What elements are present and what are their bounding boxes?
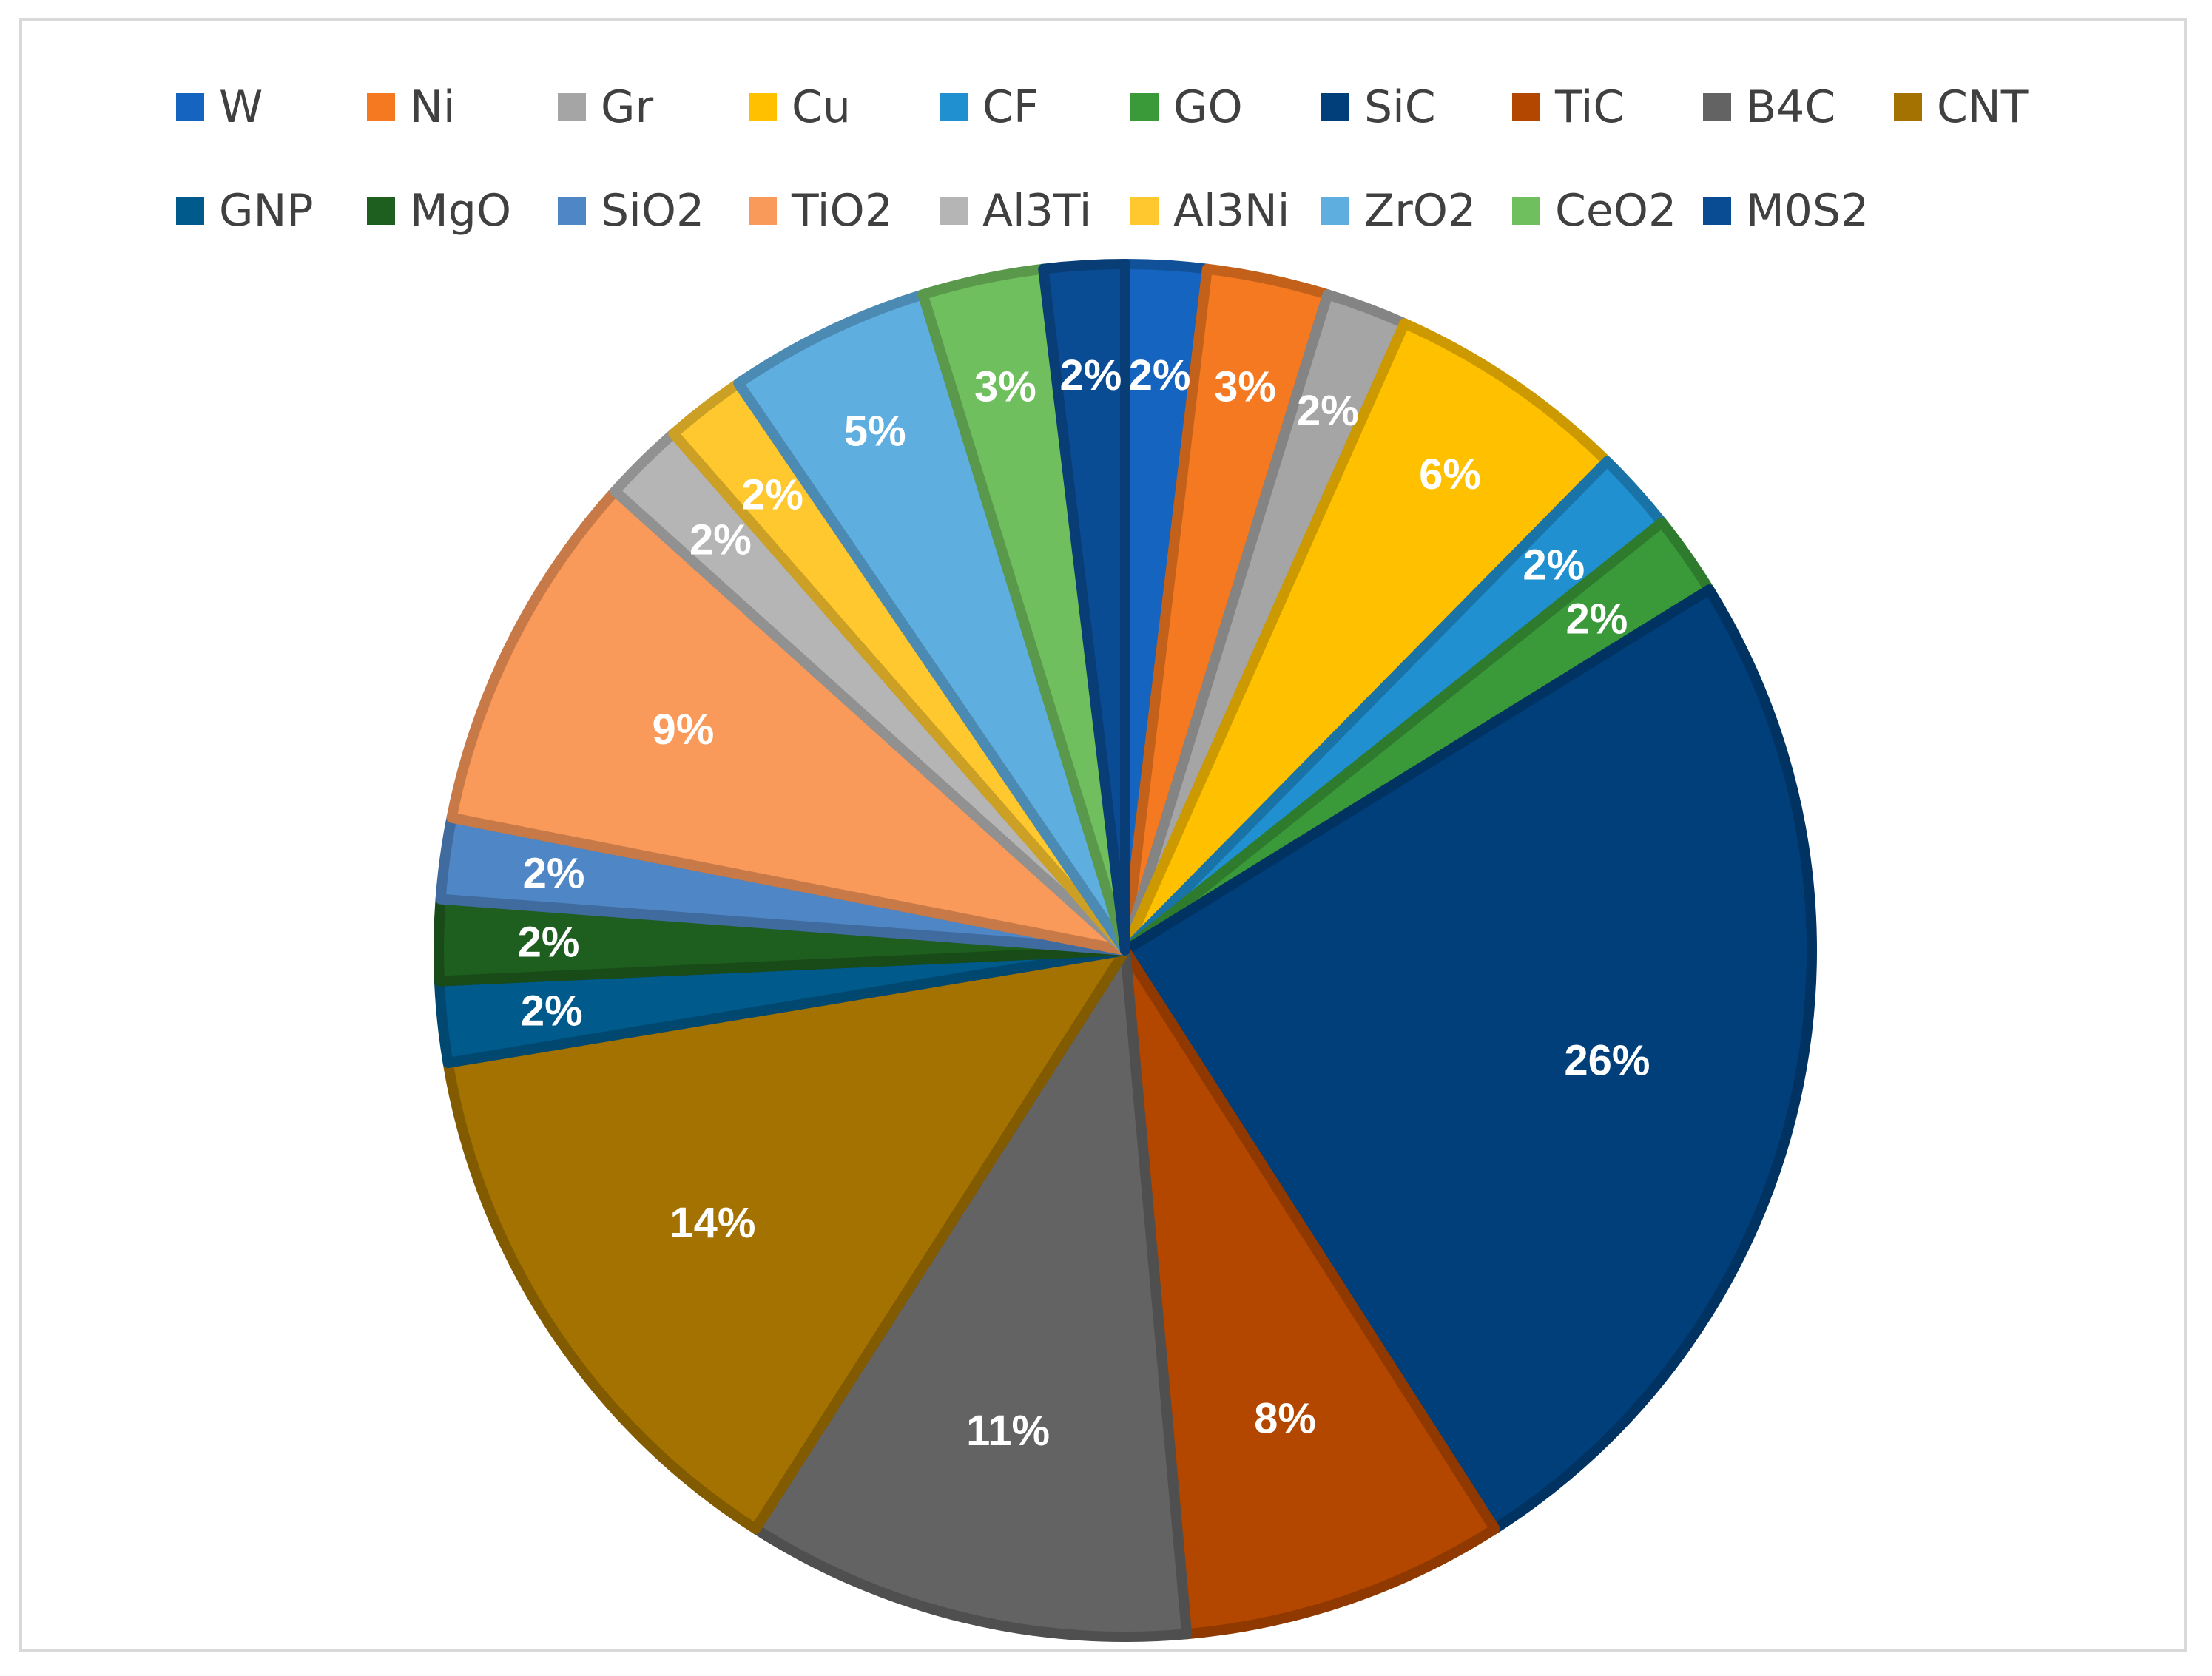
slice-label-al3ti: 2% <box>689 516 752 564</box>
legend-label: Gr <box>601 81 654 133</box>
legend-swatch <box>367 197 395 225</box>
legend-item-b4c: B4C <box>1703 78 1835 137</box>
legend-label: SiC <box>1364 81 1436 133</box>
legend-swatch <box>367 93 395 121</box>
legend-swatch <box>176 93 204 121</box>
pie-slice-cu <box>1120 318 1613 956</box>
legend-swatch <box>1703 93 1731 121</box>
legend-swatch <box>749 93 777 121</box>
legend-item-zro2: ZrO2 <box>1321 181 1476 240</box>
legend-label: MgO <box>410 185 512 237</box>
legend-label: Cu <box>792 81 851 133</box>
legend-item-w: W <box>176 78 263 137</box>
legend-label: TiC <box>1555 81 1625 133</box>
pie-slice-sic <box>1120 584 1817 1535</box>
legend-label: GNP <box>219 185 314 237</box>
pie-slice-cnt <box>442 945 1130 1535</box>
legend-item-al3ni: Al3Ni <box>1130 181 1289 240</box>
slice-label-cnt: 14% <box>670 1199 755 1247</box>
slice-label-ceo2: 3% <box>974 363 1036 411</box>
legend-swatch <box>1321 93 1349 121</box>
pie-slice-tic <box>1120 945 1500 1640</box>
slice-label-cf: 2% <box>1523 541 1585 589</box>
pie-slice-m0s2 <box>1038 259 1130 956</box>
legend-label: Al3Ti <box>982 185 1092 237</box>
legend-item-cnt: CNT <box>1894 78 2028 137</box>
legend: W Ni Gr Cu CF GO SiC TiC B4C CNT GNP MgO SiO2 TiO2 Al3… <box>0 0 2212 251</box>
legend-swatch <box>940 197 968 225</box>
slice-label-gnp: 2% <box>521 987 583 1035</box>
slice-label-sic: 26% <box>1564 1037 1650 1085</box>
legend-label: CF <box>982 81 1039 133</box>
legend-swatch <box>1894 93 1922 121</box>
legend-swatch <box>749 197 777 225</box>
legend-swatch <box>1512 93 1540 121</box>
legend-item-tio2: TiO2 <box>749 181 893 240</box>
slice-label-sio2: 2% <box>523 849 585 897</box>
legend-label: ZrO2 <box>1364 185 1477 237</box>
legend-swatch <box>1321 197 1349 225</box>
pie-slice-tio2 <box>446 486 1130 956</box>
legend-item-gnp: GNP <box>176 181 314 240</box>
legend-item-ceo2: CeO2 <box>1512 181 1676 240</box>
legend-label: TiO2 <box>792 185 893 237</box>
legend-item-cf: CF <box>940 78 1039 137</box>
legend-swatch <box>1512 197 1540 225</box>
pie-slice-b4c <box>750 945 1193 1642</box>
slice-label-ni: 3% <box>1214 363 1276 411</box>
legend-swatch <box>558 93 586 121</box>
legend-item-gr: Gr <box>558 78 653 137</box>
slice-label-zro2: 5% <box>844 408 906 456</box>
slice-label-b4c: 11% <box>966 1407 1050 1455</box>
pie-slice-zro2 <box>733 289 1130 956</box>
legend-item-sic: SiC <box>1321 78 1436 137</box>
legend-label: Ni <box>410 81 456 133</box>
legend-label: SiO2 <box>601 185 705 237</box>
legend-item-sio2: SiO2 <box>558 181 704 240</box>
legend-item-m0s2: M0S2 <box>1703 181 1869 240</box>
legend-item-tic: TiC <box>1512 78 1624 137</box>
legend-label: Al3Ni <box>1173 185 1290 237</box>
slice-label-al3ni: 2% <box>741 470 803 518</box>
legend-swatch <box>1703 197 1731 225</box>
legend-label: GO <box>1173 81 1243 133</box>
legend-label: W <box>219 81 263 133</box>
legend-label: CeO2 <box>1555 185 1677 237</box>
legend-swatch <box>176 197 204 225</box>
legend-swatch <box>1130 197 1159 225</box>
slice-label-tio2: 9% <box>652 706 714 754</box>
legend-item-cu: Cu <box>749 78 851 137</box>
legend-item-mgo: MgO <box>367 181 511 240</box>
slice-label-m0s2: 2% <box>1059 351 1122 399</box>
legend-label: CNT <box>1937 81 2029 133</box>
legend-item-go: GO <box>1130 78 1243 137</box>
legend-item-ni: Ni <box>367 78 456 137</box>
slice-label-go: 2% <box>1565 595 1628 643</box>
slice-label-w: 2% <box>1129 351 1191 399</box>
slice-label-cu: 6% <box>1419 450 1481 499</box>
slice-label-tic: 8% <box>1254 1394 1316 1442</box>
legend-swatch <box>1130 93 1159 121</box>
slice-label-gr: 2% <box>1297 387 1359 435</box>
legend-swatch <box>558 197 586 225</box>
legend-swatch <box>940 93 968 121</box>
legend-item-al3ti: Al3Ti <box>940 181 1091 240</box>
legend-label: M0S2 <box>1746 185 1869 237</box>
slice-label-mgo: 2% <box>518 918 580 966</box>
legend-label: B4C <box>1746 81 1836 133</box>
